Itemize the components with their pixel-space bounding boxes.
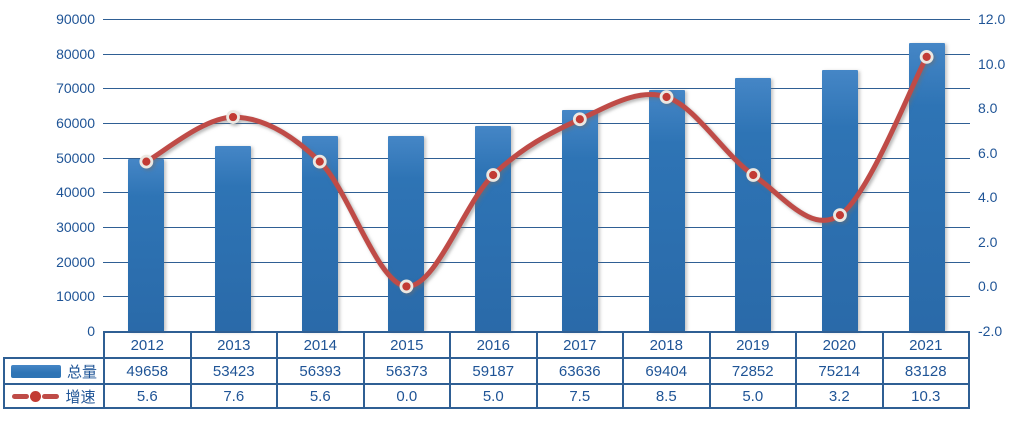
bar-2017	[561, 110, 598, 331]
bar-2012	[128, 158, 165, 331]
table-corner-blank	[4, 332, 104, 358]
growth-cell: 7.5	[535, 383, 624, 409]
growth-cell: 8.5	[622, 383, 711, 409]
total-cell: 63636	[535, 357, 624, 385]
growth-cell: 5.0	[449, 383, 538, 409]
growth-cell: 7.6	[189, 383, 278, 409]
total-cell: 56373	[362, 357, 451, 385]
gridline	[103, 192, 970, 194]
left-axis-tick: 90000	[56, 11, 95, 27]
left-axis-tick: 0	[87, 323, 95, 339]
right-axis-tick: 0.0	[978, 278, 998, 295]
bar-2015	[388, 135, 425, 331]
gridline	[103, 296, 970, 298]
point-2019	[746, 168, 761, 182]
gridline	[103, 157, 970, 159]
point-2016	[486, 168, 501, 182]
plot-area	[103, 19, 970, 331]
left-axis-tick: 20000	[56, 253, 95, 270]
point-2021	[919, 49, 934, 64]
total-cell: 56393	[276, 357, 365, 385]
bar-2013	[215, 145, 252, 331]
line-series	[139, 49, 934, 294]
point-2014	[312, 154, 327, 169]
left-axis-tick: 80000	[56, 45, 95, 62]
gridline	[103, 88, 970, 90]
left-axis-tick: 40000	[56, 184, 95, 201]
bar-swatch-icon	[10, 364, 61, 378]
year-header-cell: 2014	[276, 331, 365, 359]
point-2013	[226, 110, 240, 124]
year-header-cell: 2019	[708, 331, 797, 359]
growth-cell: 0.0	[362, 383, 451, 409]
right-axis-tick: 2.0	[978, 233, 998, 250]
right-axis-tick: 4.0	[978, 189, 998, 206]
total-cell: 75214	[795, 357, 884, 385]
legend-label: 增速	[65, 388, 96, 406]
legend-growth: 增速	[3, 383, 105, 409]
data-table: 2012 2013 2014 2015 2016 2017 2018 2019 2020 2021…	[3, 331, 970, 409]
point-2018	[659, 90, 674, 104]
growth-cell: 5.6	[276, 383, 365, 409]
right-axis-tick: 6.0	[978, 144, 998, 161]
year-header-cell: 2012	[103, 331, 192, 359]
point-2012	[139, 154, 154, 169]
growth-cell: 5.6	[103, 383, 192, 409]
growth-line	[143, 54, 930, 289]
left-axis-tick: 30000	[56, 219, 95, 235]
left-axis-tick: 10000	[56, 288, 95, 305]
left-axis-tick: 70000	[56, 80, 95, 97]
bar-2019	[735, 78, 772, 331]
total-cell: 49658	[103, 357, 192, 385]
right-axis-tick: -2.0	[978, 323, 1003, 339]
year-header-cell: 2021	[881, 331, 970, 359]
right-axis-tick: 12.0	[978, 11, 1006, 27]
growth-cell: 3.2	[795, 383, 884, 409]
total-cell: 59187	[449, 357, 538, 385]
year-header-cell: 2020	[795, 331, 884, 359]
legend-label: 总量	[66, 363, 97, 381]
total-cell: 72852	[708, 357, 797, 385]
gridline	[103, 19, 970, 20]
bar-2016	[475, 125, 512, 331]
point-2015	[399, 279, 414, 294]
year-header-cell: 2013	[189, 331, 278, 359]
point-2017	[572, 112, 587, 127]
growth-cell: 5.0	[708, 383, 797, 409]
left-axis-tick: 50000	[56, 149, 95, 166]
total-cell: 69404	[622, 357, 711, 385]
point-2020	[833, 208, 847, 223]
right-axis-tick: 8.0	[978, 100, 998, 117]
total-cell: 83128	[881, 357, 970, 385]
year-header-cell: 2017	[535, 331, 624, 359]
right-axis: 12.0 10.0 8.0 6.0 4.0 2.0 0.0 -2.0	[978, 11, 1019, 339]
right-axis-tick: 10.0	[978, 55, 1006, 72]
year-header-cell: 2018	[622, 331, 711, 359]
year-header-cell: 2016	[449, 331, 538, 359]
bar-2021	[908, 42, 945, 331]
bar-2018	[648, 90, 685, 331]
gridline	[103, 227, 970, 228]
total-cell: 53423	[189, 357, 278, 385]
left-axis: 90000 80000 70000 60000 50000 40000 30000 20000…	[0, 11, 95, 339]
gridline	[103, 123, 970, 124]
gridline	[103, 261, 970, 263]
legend-total: 总量	[3, 357, 105, 385]
gridline	[103, 53, 970, 55]
year-header-cell: 2015	[362, 331, 451, 359]
growth-cell: 10.3	[881, 383, 970, 409]
line-dot-swatch-icon	[12, 390, 60, 402]
left-axis-tick: 60000	[56, 115, 95, 131]
